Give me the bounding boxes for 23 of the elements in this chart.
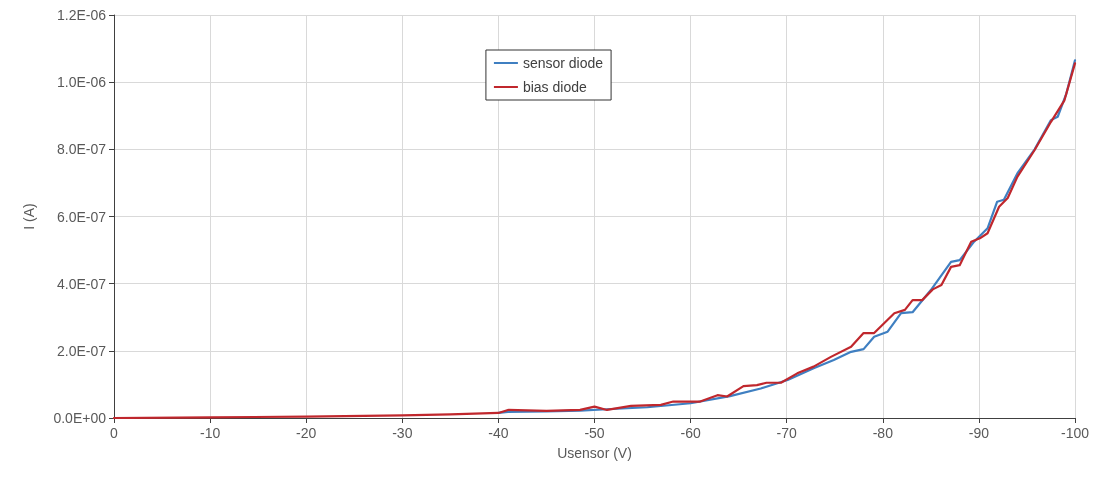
x-tick-label: -100 — [1060, 425, 1090, 441]
x-tick-label: 0 — [110, 425, 119, 441]
x-tick-label: -80 — [872, 425, 894, 441]
y-tick-label: 0.0E+00 — [53, 410, 107, 426]
y-tick-label: 4.0E-07 — [56, 275, 107, 292]
x-tick-label: -50 — [584, 425, 605, 441]
x-tick-label: -40 — [488, 425, 509, 441]
x-axis-title: Usensor (V) — [557, 445, 632, 461]
legend-label: sensor diode — [522, 55, 604, 71]
legend-label: bias diode — [522, 79, 587, 95]
x-tick-label: -10 — [199, 425, 221, 441]
line-series — [497, 59, 1077, 415]
y-axis-title: I (A) — [21, 203, 37, 230]
y-tick-label: 1.0E-06 — [56, 74, 107, 91]
y-tick-label: 6.0E-07 — [56, 208, 107, 225]
x-tick-label: -90 — [968, 425, 990, 441]
y-tick-label: 8.0E-07 — [56, 141, 107, 158]
y-tick-label: 2.0E-07 — [56, 342, 107, 359]
y-tick-label: 1.2E-06 — [56, 7, 107, 23]
x-tick-label: -30 — [392, 425, 413, 441]
x-tick-label: -20 — [296, 425, 317, 441]
x-tick-label: -70 — [776, 425, 798, 441]
x-tick-label: -60 — [680, 425, 701, 441]
